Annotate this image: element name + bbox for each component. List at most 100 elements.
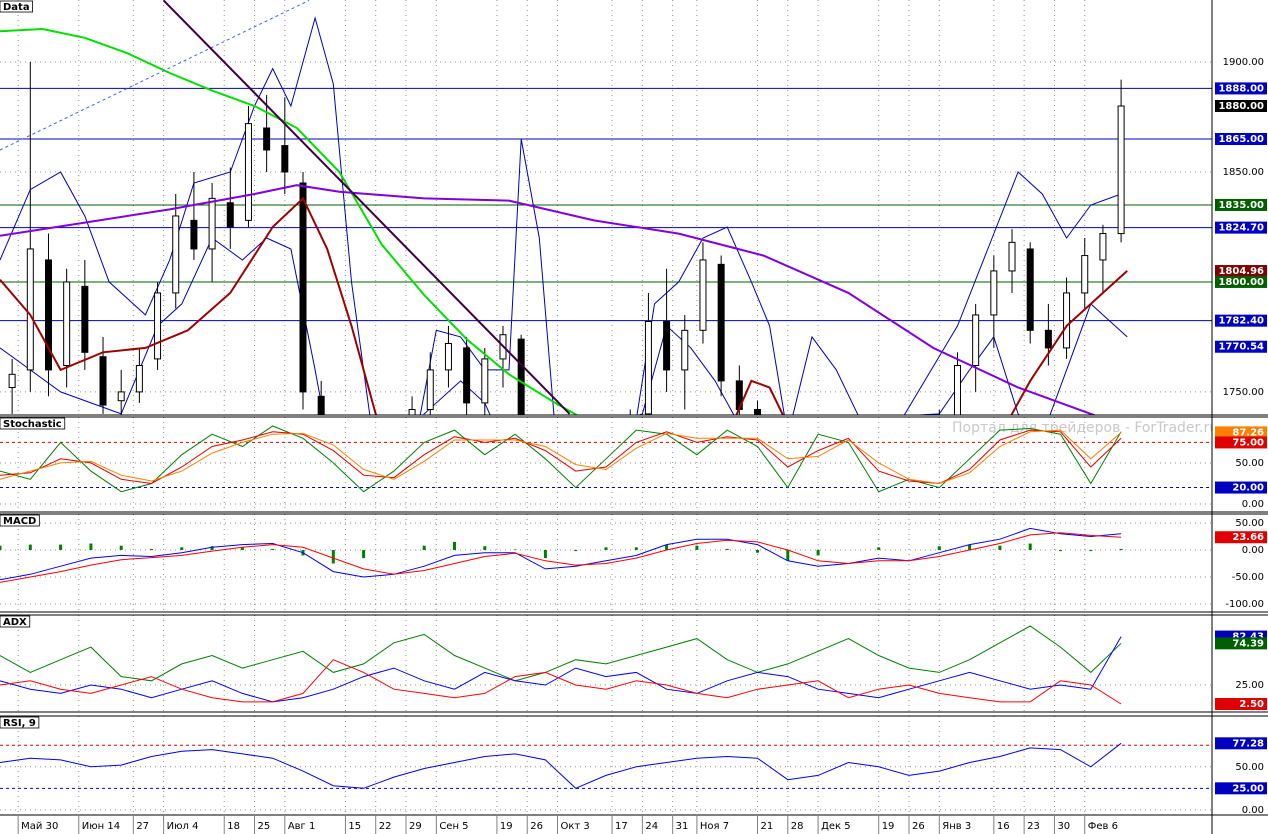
candle-body — [663, 321, 671, 371]
series-line — [0, 27, 579, 415]
panel-title: Data — [3, 2, 30, 13]
histogram-bar — [937, 546, 941, 551]
panel-title-box — [0, 514, 40, 527]
panel: Портал для трейдеров - ForTrader.ru — [0, 417, 1218, 512]
candle-body — [463, 347, 471, 404]
x-tick-label: Май 30 — [21, 821, 58, 832]
histogram-bar — [240, 547, 244, 551]
candle-body — [1044, 329, 1052, 349]
candle-body — [44, 259, 52, 371]
candle-body — [517, 338, 525, 415]
y-tick-label: 0.00 — [1242, 805, 1264, 816]
candle-body — [172, 215, 180, 294]
x-tick-label: Сен 5 — [439, 821, 468, 832]
series-line — [0, 429, 1122, 485]
candle-body — [426, 369, 434, 411]
x-tick-label: Дек 5 — [821, 821, 851, 832]
histogram-bar — [453, 541, 456, 551]
histogram-bar — [1028, 543, 1032, 551]
histogram-bar — [998, 545, 1002, 551]
candle-body — [190, 219, 198, 250]
histogram-bar — [331, 550, 335, 564]
y-tick-label: 0.00 — [1242, 499, 1264, 510]
x-tick-label: Авг 1 — [288, 821, 316, 832]
histogram-bar — [756, 550, 759, 553]
histogram-bar — [1119, 548, 1123, 551]
panel-title-box — [0, 615, 31, 628]
value-box-label: 1865.00 — [1218, 134, 1264, 145]
x-tick-label: 24 — [645, 821, 658, 832]
value-box-label: 2.50 — [1239, 699, 1264, 710]
histogram-bar — [210, 546, 214, 551]
value-box-label: 1804.96 — [1218, 266, 1264, 277]
value-box — [1215, 100, 1267, 113]
panel — [0, 716, 1212, 815]
value-box-label: 87.26 — [1232, 427, 1264, 438]
x-tick-label: 15 — [348, 821, 361, 832]
x-tick-label: 28 — [791, 821, 804, 832]
panel-title: RSI, 9 — [3, 718, 36, 729]
series-line — [0, 532, 1122, 583]
series-line — [0, 625, 1122, 682]
panel-title-box — [0, 716, 40, 729]
series-line — [0, 425, 1122, 493]
histogram-bar — [816, 550, 820, 556]
series-line — [0, 742, 1122, 789]
y-tick-label: -100.00 — [1225, 599, 1264, 610]
y-tick-label: 0.00 — [1242, 545, 1264, 556]
candle-body — [1099, 233, 1107, 261]
x-tick-label: 22 — [379, 821, 392, 832]
x-tick-label: 16 — [997, 821, 1010, 832]
histogram-bar — [543, 550, 547, 559]
histogram-bar — [1089, 550, 1093, 552]
panel-title-box — [0, 0, 33, 13]
candle-body — [299, 182, 307, 393]
candle-body — [444, 343, 452, 371]
panel-title-box — [0, 417, 66, 430]
panel — [0, 514, 1212, 612]
y-tick-label: 50.00 — [1235, 762, 1264, 773]
x-tick-label: 30 — [1057, 821, 1070, 832]
series-line — [162, 0, 571, 415]
series-line — [0, 184, 1097, 415]
value-box — [1215, 198, 1267, 211]
candle-body — [226, 202, 234, 228]
y-tick-label: -50.00 — [1232, 572, 1264, 583]
candle-body — [135, 365, 143, 393]
panel-title: Stochastic — [3, 419, 62, 430]
y-tick-label: 50.00 — [1235, 518, 1264, 529]
histogram-bar — [89, 543, 93, 551]
value-box-label: 1800.00 — [1218, 277, 1264, 288]
value-box-label: 74.39 — [1232, 638, 1264, 649]
x-tick-label: Фев 6 — [1088, 821, 1118, 832]
candle-body — [154, 292, 162, 360]
x-tick-label: 19 — [500, 821, 513, 832]
x-tick-label: 31 — [676, 821, 689, 832]
panel-title: ADX — [3, 617, 27, 628]
candle-body — [717, 263, 725, 382]
histogram-bar — [634, 547, 638, 551]
x-tick-label: 19 — [882, 821, 895, 832]
value-box — [1215, 436, 1267, 449]
value-box-label: 25.00 — [1232, 783, 1264, 794]
value-box-label: 1888.00 — [1218, 83, 1264, 94]
candle-body — [481, 358, 489, 404]
histogram-bar — [362, 550, 366, 559]
value-box-label: 75.00 — [1232, 437, 1264, 448]
candle-body — [8, 373, 16, 389]
value-box — [1215, 82, 1267, 95]
value-box — [1215, 697, 1267, 710]
x-tick-label: 18 — [227, 821, 240, 832]
candle-body — [1026, 248, 1034, 331]
x-tick-label: 26 — [912, 821, 925, 832]
x-tick-label: 21 — [761, 821, 774, 832]
watermark: Портал для трейдеров - ForTrader.ru — [952, 420, 1218, 436]
candle-body — [63, 281, 71, 367]
candle-body — [1008, 241, 1016, 272]
series-line — [0, 196, 1128, 415]
value-box-label: 82.43 — [1232, 632, 1264, 643]
candle-body — [244, 123, 252, 221]
y-tick-label: 25.00 — [1235, 680, 1264, 691]
series-line — [0, 16, 1122, 415]
